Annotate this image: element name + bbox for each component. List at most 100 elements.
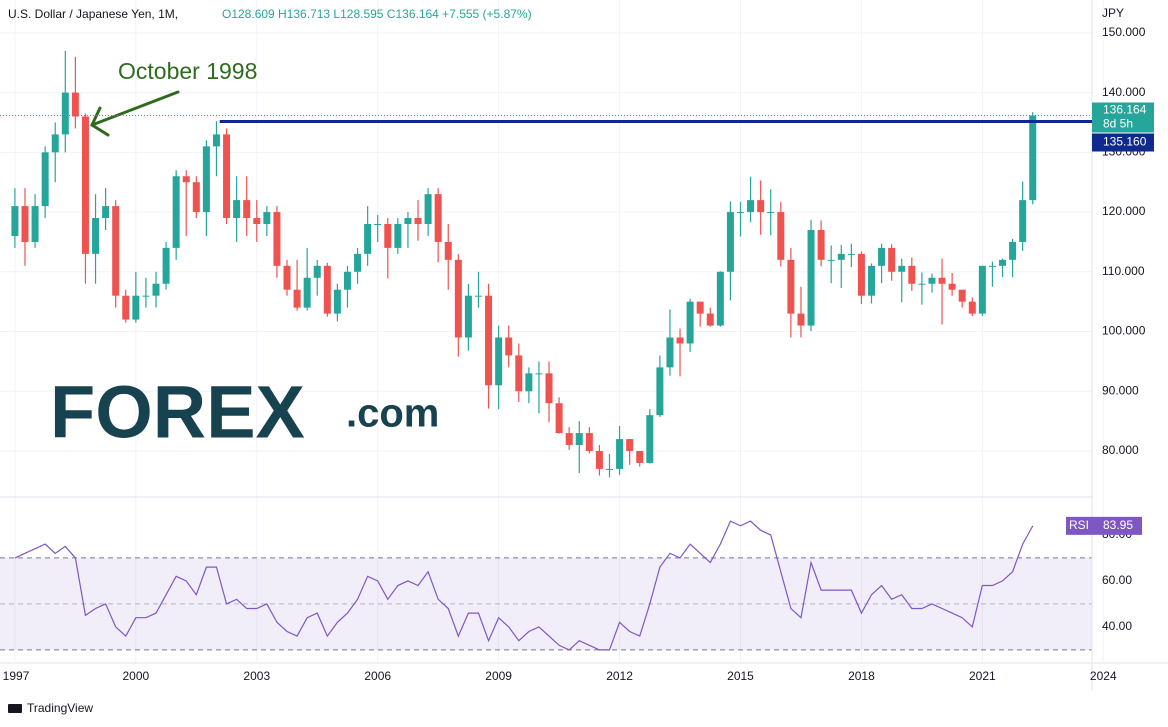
candle-body <box>716 271 724 326</box>
last-price-box <box>1092 102 1154 133</box>
candle-body <box>1019 200 1027 242</box>
rsi-value-label: 83.95 <box>1103 518 1133 532</box>
candle-body <box>394 224 402 248</box>
candle-body <box>202 146 210 213</box>
candle-body <box>243 200 251 219</box>
candle-body <box>354 253 362 272</box>
logo: FOREX .com <box>50 371 439 454</box>
candle-body <box>404 218 412 225</box>
rsi-line <box>14 520 1034 651</box>
footer-logo: TradingView <box>8 701 93 715</box>
y-tick-label: 140.000 <box>1102 85 1146 99</box>
logo-suffix: .com <box>346 392 439 436</box>
candle-body <box>787 259 795 314</box>
candle-body <box>1009 241 1017 260</box>
candle-body <box>605 468 613 470</box>
level-box <box>1092 133 1154 152</box>
candle-body <box>777 212 785 260</box>
candle-body <box>948 283 956 290</box>
candle-body <box>988 265 996 267</box>
candle-body <box>726 212 734 272</box>
candle-body <box>555 403 563 434</box>
candle-body <box>333 289 341 314</box>
candle-body <box>878 247 886 266</box>
candle-body <box>918 283 926 285</box>
candle-body <box>11 206 19 236</box>
candle-body <box>182 176 190 183</box>
rsi-name: RSI <box>1069 518 1089 532</box>
y-tick-label: 80.000 <box>1102 443 1139 457</box>
candle-body <box>837 253 845 260</box>
candle-body <box>626 439 634 452</box>
x-tick-label: 2021 <box>969 669 996 683</box>
candle-body <box>464 295 472 338</box>
candle-body <box>51 134 59 153</box>
candle-body <box>102 206 110 219</box>
footer-text: TradingView <box>27 701 93 715</box>
rsi-tick-label: 60.00 <box>1102 573 1132 587</box>
candle-body <box>807 229 815 326</box>
y-tick-label: 110.000 <box>1102 264 1145 278</box>
candle-body <box>162 247 170 284</box>
candle-body <box>21 206 29 242</box>
candle-body <box>485 295 493 386</box>
candle-body <box>303 277 311 308</box>
candle-body <box>676 337 684 344</box>
candle-body <box>152 283 160 296</box>
x-tick-label: 2000 <box>122 669 149 683</box>
candle-body <box>71 92 79 117</box>
candle-body <box>888 247 896 272</box>
candle-body <box>958 289 966 302</box>
candle-body <box>81 116 89 254</box>
y-tick-label: 90.000 <box>1102 383 1139 397</box>
level-label: 135.160 <box>1103 135 1147 149</box>
ohlc-readout: O128.609 H136.713 L128.595 C136.164 +7.5… <box>222 7 532 21</box>
candle-body <box>646 415 654 463</box>
candle-body <box>696 301 704 314</box>
candle-body <box>585 433 593 452</box>
candle-body <box>898 265 906 272</box>
candle-body <box>192 182 200 213</box>
candle-body <box>323 265 331 314</box>
x-tick-label: 2009 <box>485 669 512 683</box>
candle-body <box>122 295 130 320</box>
candle-body <box>132 295 140 320</box>
candle-body <box>747 200 755 213</box>
candle-body <box>686 301 694 344</box>
candle-body <box>343 271 351 290</box>
candle-body <box>827 259 835 261</box>
candle-body <box>283 265 291 290</box>
candle-body <box>968 301 976 314</box>
candle-body <box>938 277 946 284</box>
candle-body <box>736 212 744 214</box>
x-tick-label: 2003 <box>243 669 270 683</box>
candle-body <box>293 289 301 308</box>
candle-body <box>505 337 513 356</box>
candle-body <box>706 313 714 326</box>
symbol-title: U.S. Dollar / Japanese Yen, 1M, <box>8 7 178 21</box>
currency-label: JPY <box>1102 6 1124 20</box>
candle-body <box>414 218 422 225</box>
candle-body <box>978 265 986 314</box>
countdown-label: 8d 5h <box>1103 117 1133 131</box>
rsi-name-box <box>1066 516 1092 535</box>
logo-brand: FOREX <box>50 371 305 454</box>
x-tick-label: 1997 <box>3 669 30 683</box>
candle-body <box>515 355 523 392</box>
candle-body <box>1029 115 1037 201</box>
candle-body <box>545 373 553 404</box>
annotation: October 1998 <box>118 58 257 84</box>
candle-body <box>384 224 392 248</box>
candle-body <box>857 253 865 296</box>
y-tick-label: 120.000 <box>1102 204 1146 218</box>
candle-body <box>616 439 624 469</box>
candle-body <box>636 451 644 463</box>
candle-body <box>61 92 69 135</box>
candle-body <box>263 212 271 225</box>
candle-body <box>142 295 150 297</box>
candle-body <box>595 451 603 469</box>
candle-body <box>928 277 936 284</box>
y-tick-label: 150.000 <box>1102 25 1146 39</box>
candle-body <box>565 433 573 446</box>
